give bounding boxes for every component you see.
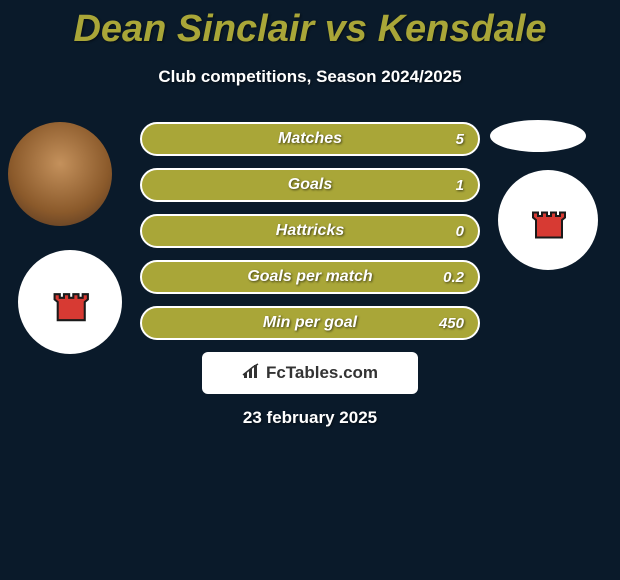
ellipse-placeholder-right — [490, 120, 586, 152]
stat-value: 450 — [439, 315, 464, 332]
player-avatar-left — [8, 122, 112, 226]
stat-row: Goals per match 0.2 — [140, 260, 480, 294]
brand-text: FcTables.com — [266, 363, 378, 383]
stat-label: Matches — [278, 130, 342, 148]
stat-row: Hattricks 0 — [140, 214, 480, 248]
stats-list: Matches 5 Goals 1 Hattricks 0 Goals per … — [140, 122, 480, 352]
stat-value: 1 — [456, 177, 464, 194]
subtitle: Club competitions, Season 2024/2025 — [0, 67, 620, 87]
stat-value: 5 — [456, 131, 464, 148]
brand-badge[interactable]: FcTables.com — [202, 352, 418, 394]
avatar-face-placeholder — [8, 122, 112, 226]
stat-row: Goals 1 — [140, 168, 480, 202]
page-title: Dean Sinclair vs Kensdale — [0, 0, 620, 51]
stat-label: Goals per match — [247, 268, 372, 286]
castle-icon — [39, 276, 101, 328]
club-logo-right — [498, 170, 598, 270]
stat-label: Hattricks — [276, 222, 344, 240]
stat-label: Min per goal — [263, 314, 357, 332]
chart-icon — [242, 363, 260, 384]
date-label: 23 february 2025 — [243, 408, 377, 428]
stat-row: Min per goal 450 — [140, 306, 480, 340]
stat-label: Goals — [288, 176, 332, 194]
stat-row: Matches 5 — [140, 122, 480, 156]
castle-icon — [518, 195, 578, 245]
stat-value: 0 — [456, 223, 464, 240]
club-logo-left — [18, 250, 122, 354]
stat-value: 0.2 — [443, 269, 464, 286]
